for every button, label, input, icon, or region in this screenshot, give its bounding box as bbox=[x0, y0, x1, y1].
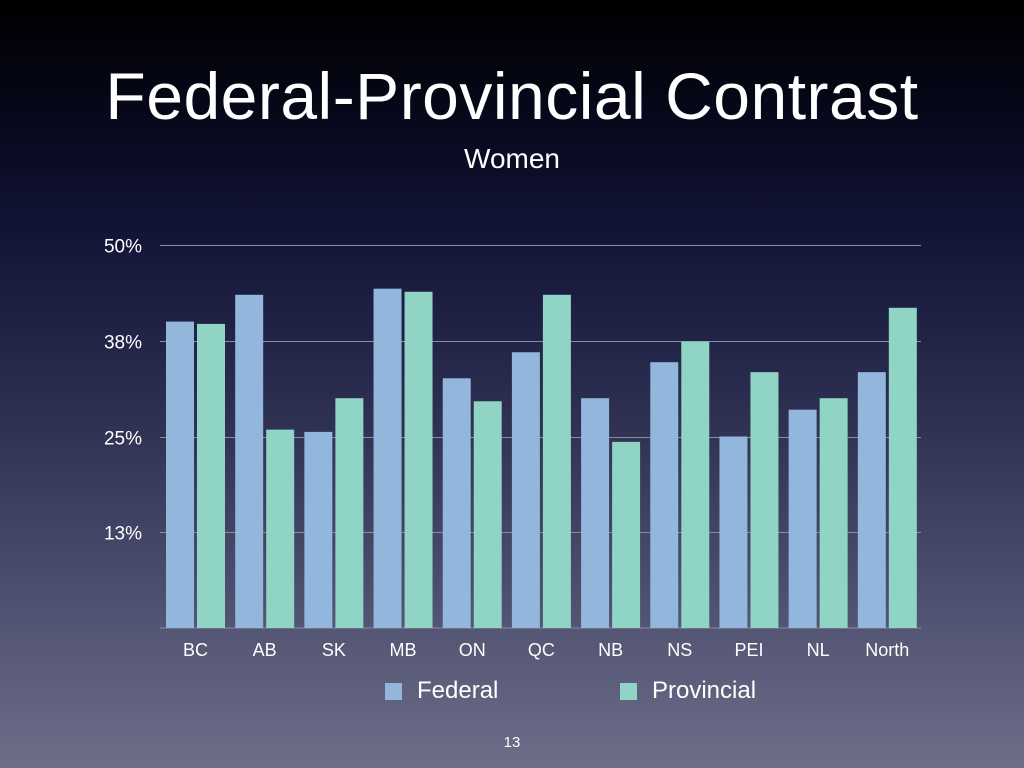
x-axis-categories: BC AB SK MB ON QC NB NS PEI NL North bbox=[183, 640, 909, 660]
x-tick-label: BC bbox=[183, 640, 208, 660]
bar-federal-ns bbox=[650, 362, 679, 628]
x-tick-label: NS bbox=[667, 640, 692, 660]
x-tick-label: AB bbox=[253, 640, 277, 660]
x-tick-label: SK bbox=[322, 640, 346, 660]
bar-provincial-bc bbox=[197, 323, 225, 628]
y-tick-label: 38% bbox=[104, 333, 142, 354]
x-tick-label: NB bbox=[598, 640, 623, 660]
y-tick-label: 50% bbox=[104, 237, 142, 258]
bar-federal-nb bbox=[581, 398, 610, 628]
x-tick-label: ON bbox=[459, 640, 486, 660]
bar-federal-bc bbox=[166, 321, 194, 628]
bar-federal-on bbox=[442, 378, 471, 628]
bar-provincial-nb bbox=[612, 441, 641, 628]
bar-provincial-north bbox=[888, 307, 917, 628]
y-tick-label: 13% bbox=[104, 524, 142, 545]
bar-federal-nl bbox=[788, 409, 817, 628]
bar-provincial-sk bbox=[335, 398, 364, 628]
legend-item-federal: Federal bbox=[385, 676, 498, 706]
bar-federal-mb bbox=[373, 288, 402, 628]
legend-swatch-federal bbox=[385, 682, 402, 700]
bar-provincial-ns bbox=[681, 341, 710, 628]
x-tick-label: PEI bbox=[734, 640, 763, 660]
bar-federal-sk bbox=[304, 431, 333, 628]
x-tick-label: NL bbox=[807, 640, 830, 660]
y-axis-ticks: 13% 25% 38% 50% bbox=[104, 237, 142, 545]
bar-provincial-pei bbox=[750, 372, 779, 628]
x-tick-label: QC bbox=[528, 640, 555, 660]
bar-provincial-on bbox=[473, 401, 502, 628]
bar-provincial-nl bbox=[819, 398, 848, 628]
bar-federal-pei bbox=[719, 436, 748, 628]
bar-federal-ab bbox=[235, 294, 264, 628]
bar-provincial-qc bbox=[542, 294, 571, 628]
slide-title: Federal-Provincial Contrast bbox=[105, 59, 919, 133]
x-tick-label: North bbox=[865, 640, 909, 660]
bar-provincial-mb bbox=[404, 291, 433, 628]
y-tick-label: 25% bbox=[104, 429, 142, 450]
bar-provincial-ab bbox=[266, 429, 295, 628]
bar-federal-north bbox=[857, 372, 886, 628]
legend-item-provincial: Provincial bbox=[620, 676, 756, 706]
chart-subtitle: Women bbox=[464, 143, 560, 174]
page-number: 13 bbox=[503, 734, 521, 751]
legend-label-federal: Federal bbox=[417, 677, 499, 704]
x-tick-label: MB bbox=[390, 640, 417, 660]
bars bbox=[166, 288, 917, 628]
legend-swatch-provincial bbox=[620, 682, 637, 700]
legend-label-provincial: Provincial bbox=[652, 677, 757, 704]
bar-federal-qc bbox=[511, 352, 540, 628]
